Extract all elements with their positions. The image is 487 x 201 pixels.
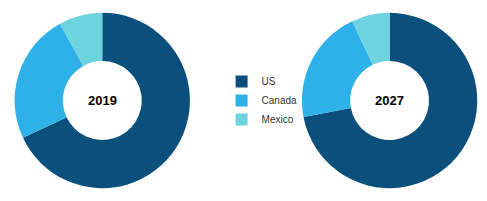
svg-text:Canada: Canada: [262, 95, 297, 106]
svg-text:2027: 2027: [375, 93, 404, 108]
svg-text:Mexico: Mexico: [262, 114, 294, 125]
svg-text:2019: 2019: [88, 93, 117, 108]
svg-text:US: US: [262, 76, 276, 87]
